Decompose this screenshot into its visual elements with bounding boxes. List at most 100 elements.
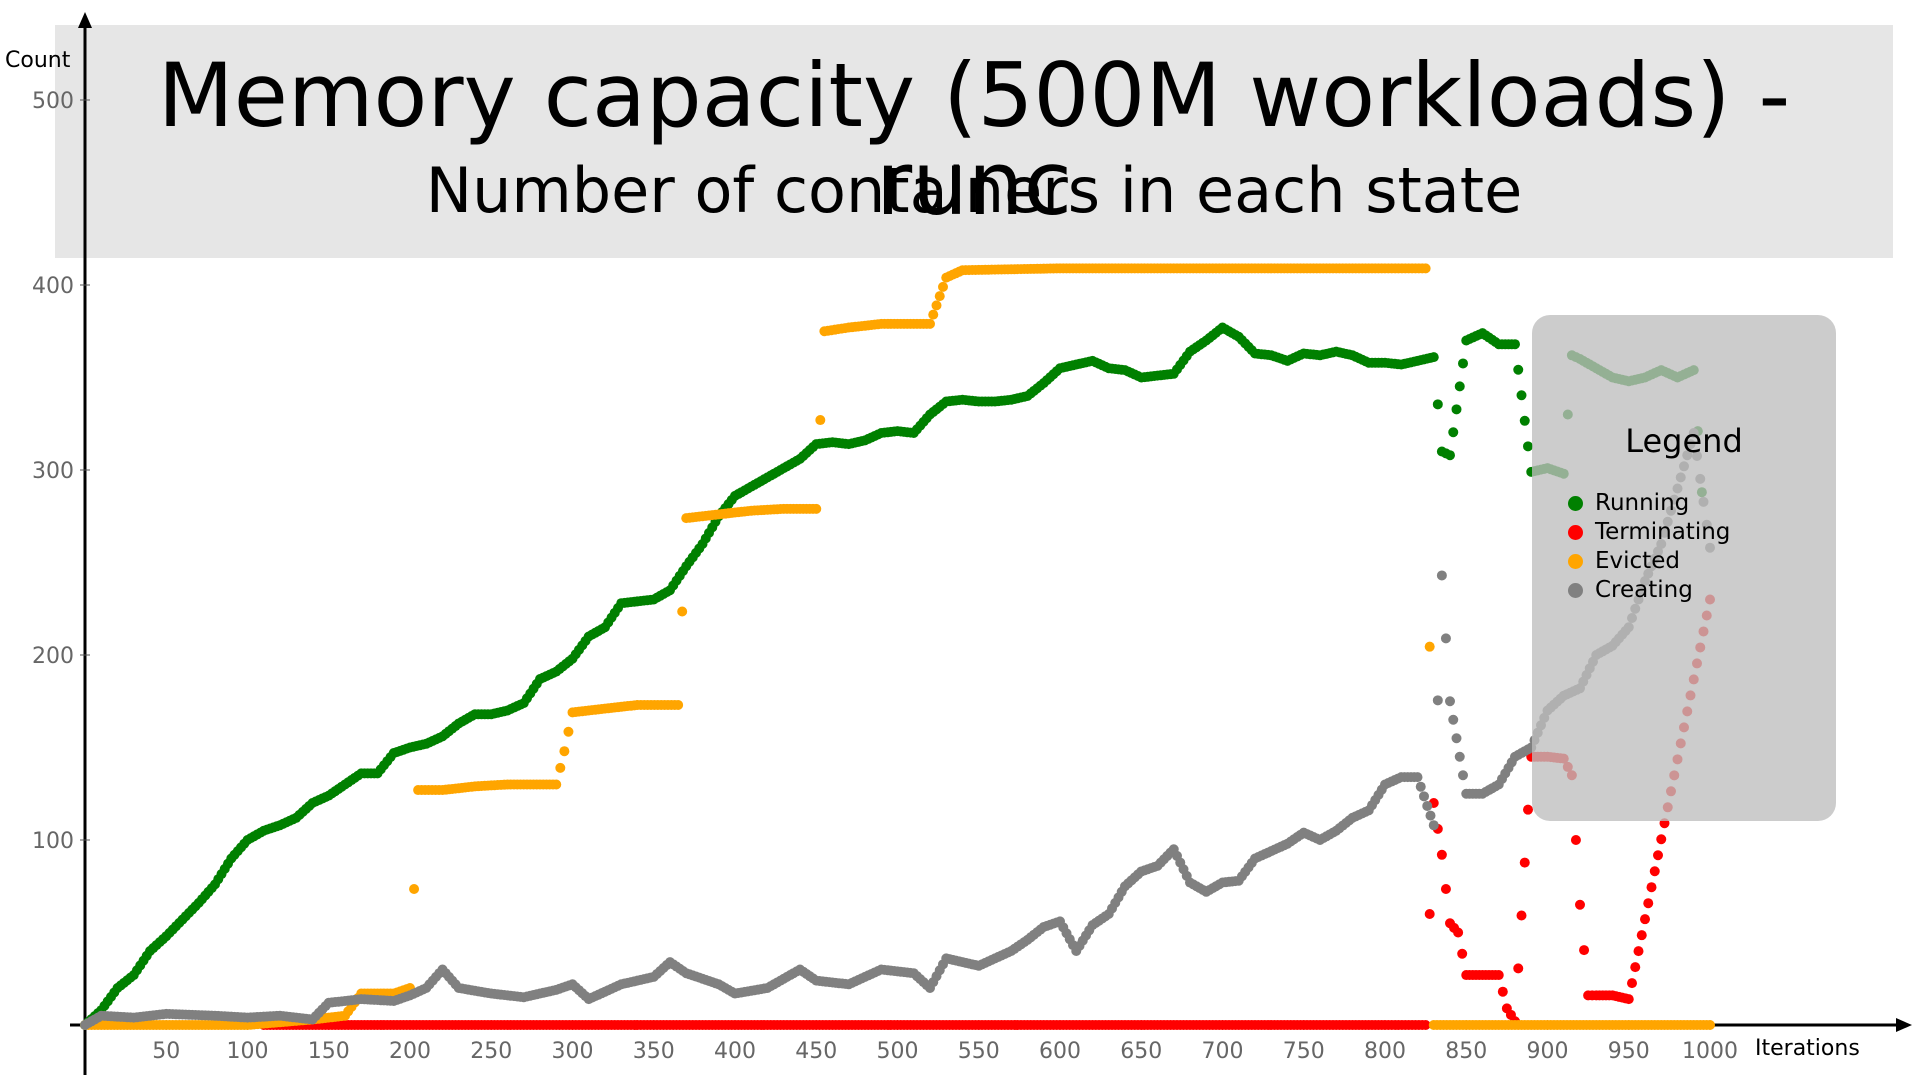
chart-title: Memory capacity (500M workloads) - runc — [157, 44, 1791, 235]
data-point-terminating — [1523, 804, 1533, 815]
data-point-terminating — [1579, 945, 1590, 956]
x-tick-label: 650 — [1120, 1039, 1162, 1064]
data-point-evicted — [673, 699, 684, 710]
data-point-creating — [1412, 772, 1423, 783]
data-point-creating — [1425, 810, 1436, 821]
data-point-running — [1448, 427, 1459, 438]
data-point-creating — [1415, 781, 1426, 792]
data-point-terminating — [1513, 963, 1524, 974]
data-point-terminating — [1570, 835, 1581, 845]
data-point-creating — [1451, 733, 1462, 744]
y-axis-label: Count — [5, 48, 71, 73]
x-tick-label: 200 — [389, 1039, 431, 1064]
y-tick-label: 200 — [32, 644, 74, 669]
data-point-evicted — [928, 309, 939, 320]
data-point-running — [1454, 381, 1465, 392]
data-point-terminating — [1516, 910, 1527, 921]
data-point-running — [1513, 364, 1524, 375]
data-point-terminating — [1623, 994, 1634, 1005]
legend-dot-running — [1568, 495, 1583, 511]
data-point-terminating — [1636, 930, 1647, 941]
data-point-terminating — [1453, 927, 1464, 938]
data-point-terminating — [1643, 898, 1654, 909]
data-point-running — [1523, 441, 1533, 452]
data-point-evicted — [931, 300, 942, 311]
data-point-terminating — [1646, 882, 1657, 893]
title-banner — [55, 25, 1893, 258]
legend-label: Creating — [1595, 577, 1693, 603]
y-axis-arrow — [78, 12, 92, 28]
data-point-terminating — [1424, 909, 1435, 919]
data-point-terminating — [1630, 962, 1641, 973]
x-tick-label: 800 — [1364, 1039, 1406, 1064]
x-tick-label: 250 — [470, 1039, 512, 1064]
data-point-evicted — [555, 762, 566, 773]
legend-title: Legend — [1625, 422, 1743, 460]
legend-label: Terminating — [1595, 519, 1731, 545]
x-tick-label: 300 — [552, 1039, 594, 1064]
legend-item-running: Running — [1568, 488, 1689, 518]
legend-dot-terminating — [1568, 524, 1583, 540]
legend-dot-evicted — [1568, 553, 1583, 569]
x-tick-label: 500 — [877, 1039, 919, 1064]
y-tick-label: 300 — [32, 459, 74, 484]
legend-label: Evicted — [1595, 548, 1680, 574]
y-tick-label: 100 — [32, 829, 74, 854]
data-point-evicted — [925, 318, 935, 329]
data-point-evicted — [1705, 1020, 1715, 1030]
data-point-running — [1428, 352, 1439, 363]
chart-subtitle: Number of containers in each state — [425, 154, 1523, 227]
data-point-evicted — [551, 779, 562, 790]
data-point-creating — [1448, 714, 1459, 725]
data-point-terminating — [1493, 970, 1504, 981]
x-tick-label: 600 — [1039, 1039, 1081, 1064]
data-point-creating — [1454, 751, 1465, 762]
x-tick-label: 850 — [1445, 1039, 1487, 1064]
x-tick-label: 1000 — [1682, 1039, 1738, 1064]
x-tick-label: 150 — [308, 1039, 350, 1064]
data-point-terminating — [1640, 914, 1650, 925]
data-point-running — [1519, 415, 1530, 426]
x-tick-label: 900 — [1527, 1039, 1569, 1064]
data-point-running — [1445, 450, 1455, 461]
legend-item-terminating: Terminating — [1568, 517, 1730, 547]
data-point-running — [1432, 399, 1443, 410]
data-point-terminating — [1436, 849, 1447, 860]
data-point-creating — [1419, 791, 1429, 802]
legend-panel — [1532, 315, 1836, 821]
x-tick-label: 950 — [1608, 1039, 1650, 1064]
legend-dot-creating — [1568, 582, 1583, 598]
data-point-evicted — [1420, 263, 1431, 274]
x-tick-label: 550 — [958, 1039, 1000, 1064]
x-tick-label: 100 — [227, 1039, 269, 1064]
data-point-terminating — [1420, 1020, 1431, 1030]
x-tick-label: 400 — [714, 1039, 756, 1064]
data-point-creating — [1432, 695, 1443, 706]
data-point-evicted — [563, 726, 574, 737]
x-axis-label: Iterations — [1755, 1036, 1860, 1061]
data-point-terminating — [1519, 857, 1530, 868]
legend-label: Running — [1595, 490, 1690, 516]
data-point-creating — [1436, 570, 1447, 581]
data-point-evicted — [938, 281, 948, 292]
data-point-terminating — [1633, 946, 1644, 957]
data-point-running — [1458, 358, 1468, 369]
x-tick-label: 350 — [633, 1039, 675, 1064]
data-point-terminating — [1627, 978, 1637, 989]
data-point-terminating — [1653, 850, 1663, 861]
data-point-creating — [1445, 696, 1455, 707]
x-tick-label: 450 — [795, 1039, 837, 1064]
data-point-evicted — [1424, 641, 1435, 652]
x-tick-label: 50 — [152, 1039, 180, 1064]
data-point-creating — [1422, 800, 1433, 811]
y-tick-label: 400 — [32, 274, 74, 299]
data-point-creating — [1428, 820, 1439, 831]
legend-item-creating: Creating — [1568, 575, 1693, 605]
data-point-creating — [1440, 633, 1451, 644]
data-point-evicted — [934, 291, 945, 302]
data-point-running — [1510, 339, 1520, 350]
x-tick-label: 700 — [1202, 1039, 1244, 1064]
data-point-evicted — [811, 503, 822, 514]
data-point-evicted — [677, 606, 688, 617]
data-point-running — [1516, 390, 1527, 401]
